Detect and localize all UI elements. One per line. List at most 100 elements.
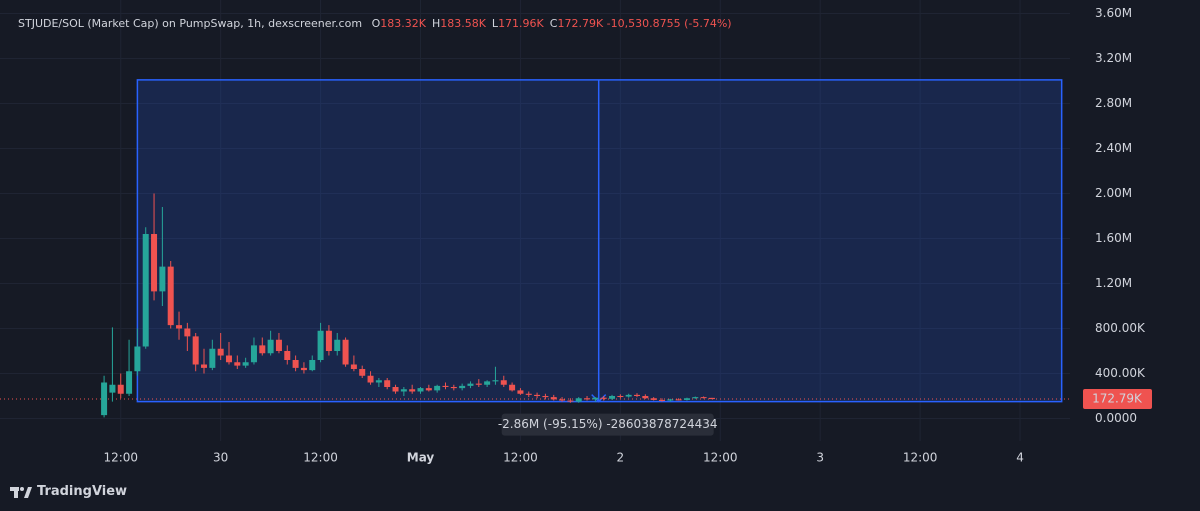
x-tick-label: 3 [816,451,824,465]
candle-body [517,390,524,394]
candle-body [592,397,599,400]
candle-body [151,234,158,292]
candle-body [225,355,232,363]
candle-body [534,394,541,396]
candle-body [325,330,332,351]
candle-body [317,330,324,360]
candle-body [350,364,357,369]
candle-body [675,399,682,401]
y-tick-label: 0.0000 [1095,411,1137,425]
candle-body [575,398,582,402]
header: STJUDE/SOL (Market Cap) on PumpSwap, 1h,… [18,17,732,30]
measure-label: -2.86M (-95.15%) -28603878724434 [498,417,718,431]
candle-body [275,339,282,351]
candle-body [450,387,457,389]
candle-body [542,396,549,398]
candle-body [425,388,432,391]
candle-body [176,325,183,329]
ohlc-value: 183.58K [440,17,486,30]
y-tick-label: 3.20M [1095,51,1132,65]
candle-body [384,380,391,387]
candle-body [392,387,399,392]
candle-body [159,266,166,292]
candle-body [201,364,208,368]
x-tick-label: 12:00 [503,451,538,465]
candle-body [658,399,665,401]
candle-body [459,385,466,389]
title: STJUDE/SOL (Market Cap) on PumpSwap, 1h,… [18,17,363,30]
y-tick-label: 3.60M [1095,6,1132,20]
candle-body [359,369,366,376]
candle-body [209,348,216,368]
candle-body [492,380,499,382]
ohlc: O183.32K H183.58K L171.96K C172.79K [366,17,607,30]
x-tick-label: 4 [1016,451,1024,465]
candle-body [334,339,341,351]
y-tick-label: 800.00K [1095,321,1146,335]
candle-body [550,397,557,400]
candle-body [234,362,241,366]
brand: TradingView [37,484,128,499]
candle-body [700,397,707,399]
ohlc-key: O [371,17,381,30]
candle-body [475,383,482,385]
candle-body [284,351,291,360]
candle-body [442,385,449,387]
candle-body [101,382,108,416]
ohlc-value: 183.32K [380,17,426,30]
x-tick-label: 30 [213,451,228,465]
candle-body [259,345,266,354]
candle-body [708,397,715,400]
candle-body [525,393,532,395]
candle-body [509,384,516,391]
measure-box [136,79,1063,403]
candle-body [683,398,690,400]
candle-body [617,396,624,397]
candle-body [500,380,507,385]
x-tick-label: 12:00 [903,451,938,465]
candle-body [267,339,274,354]
ohlc-key: L [491,17,499,30]
x-tick-label: 12:00 [103,451,138,465]
candle-body [184,328,191,337]
y-tick-label: 1.20M [1095,276,1132,290]
candle-body [192,336,199,365]
candle-body [342,339,349,365]
y-tick-label: 2.40M [1095,141,1132,155]
candle-body [559,399,566,401]
ohlc-key: H [431,17,441,30]
candle-body [642,396,649,399]
candle-body [634,394,641,396]
candle-body [117,384,124,394]
candle-body [409,389,416,392]
measure-label-bg [501,413,714,436]
y-tick-label: 1.60M [1095,231,1132,245]
candle-body [692,397,699,399]
logo [10,486,32,498]
candle-body [484,381,491,385]
ohlc-value: 171.96K [498,17,544,30]
candle-body [400,389,407,392]
change: -10,530.8755 (-5.74%) [606,17,732,30]
candle-body [600,397,607,399]
y-tick-label: 2.00M [1095,186,1132,200]
y-tick-label: 400.00K [1095,366,1146,380]
candle-body [584,398,591,400]
footer: TradingView [10,484,127,499]
y-tick-label: 2.80M [1095,96,1132,110]
candle-body [625,394,632,397]
x-tick-label: May [407,451,435,465]
candle-body [142,234,149,347]
candle-body [609,396,616,399]
candle-body [434,385,441,391]
candle-body [375,380,382,383]
candle-body [417,388,424,392]
candle-body [134,346,141,372]
candle-body [667,399,674,401]
candle-body [367,375,374,383]
candle-body [217,348,224,356]
x-tick-label: 12:00 [703,451,738,465]
candle-body [250,345,257,363]
